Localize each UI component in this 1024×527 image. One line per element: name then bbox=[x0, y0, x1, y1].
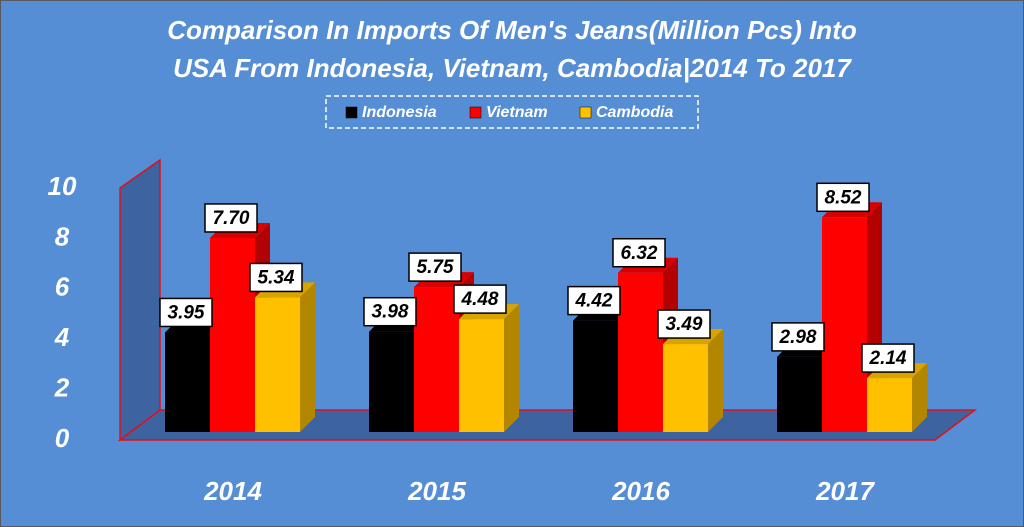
bar-side bbox=[300, 282, 315, 432]
y-tick-label: 2 bbox=[54, 372, 70, 402]
y-tick-label: 0 bbox=[55, 423, 70, 453]
value-label-box bbox=[657, 309, 711, 339]
value-label: 6.32 bbox=[621, 243, 658, 264]
y-tick-label: 8 bbox=[55, 221, 70, 251]
legend-label: Cambodia bbox=[596, 104, 673, 121]
y-tick-label: 10 bbox=[48, 171, 77, 201]
bar bbox=[210, 237, 255, 432]
value-label-box bbox=[567, 285, 621, 316]
bar bbox=[459, 319, 504, 432]
legend-box bbox=[325, 95, 699, 129]
bar bbox=[867, 378, 912, 432]
value-label-box bbox=[249, 262, 303, 293]
x-tick-label: 2015 bbox=[407, 476, 466, 506]
value-label: 3.98 bbox=[372, 302, 409, 323]
bar bbox=[663, 344, 708, 432]
y-tick-label: 6 bbox=[55, 272, 70, 302]
value-label: 5.34 bbox=[258, 267, 295, 288]
bar-side bbox=[912, 363, 927, 432]
legend-label: Vietnam bbox=[486, 104, 548, 121]
bar bbox=[777, 356, 822, 432]
value-label-box bbox=[816, 182, 870, 213]
value-label-box bbox=[159, 297, 213, 328]
y-tick-label: 4 bbox=[54, 322, 70, 352]
bar-side bbox=[708, 329, 723, 432]
bar bbox=[618, 272, 663, 432]
value-label-box bbox=[453, 284, 507, 314]
back-wall bbox=[119, 158, 161, 442]
legend-swatch bbox=[469, 106, 482, 119]
value-label: 8.52 bbox=[825, 187, 862, 208]
legend-swatch bbox=[345, 106, 358, 119]
value-label-box bbox=[861, 343, 915, 373]
value-label: 2.14 bbox=[869, 348, 907, 369]
legend-swatch bbox=[579, 106, 592, 119]
bar bbox=[369, 331, 414, 432]
value-label-box bbox=[612, 237, 666, 268]
value-label: 3.95 bbox=[168, 302, 205, 323]
bar bbox=[255, 297, 300, 432]
value-label-box bbox=[363, 296, 417, 327]
floor bbox=[117, 409, 978, 441]
x-tick-label: 2016 bbox=[611, 476, 670, 506]
value-label-box bbox=[771, 322, 825, 352]
value-label: 5.75 bbox=[417, 257, 454, 278]
value-label-box bbox=[408, 252, 462, 282]
legend-label: Indonesia bbox=[362, 104, 437, 121]
value-label-box bbox=[204, 203, 258, 233]
chart-title: Comparison In Imports Of Men's Jeans(Mil… bbox=[167, 15, 857, 45]
value-label: 7.70 bbox=[213, 208, 250, 229]
x-tick-label: 2014 bbox=[203, 476, 262, 506]
bar bbox=[165, 332, 210, 432]
bar bbox=[822, 217, 867, 432]
bar bbox=[414, 287, 459, 432]
chart-title: USA From Indonesia, Vietnam, Cambodia|20… bbox=[173, 53, 852, 83]
value-label: 3.49 bbox=[666, 314, 703, 335]
value-label: 2.98 bbox=[779, 327, 817, 348]
value-label: 4.42 bbox=[575, 291, 613, 312]
value-label: 4.48 bbox=[461, 289, 499, 310]
x-tick-label: 2017 bbox=[815, 476, 875, 506]
bar-side bbox=[504, 304, 519, 432]
bar bbox=[573, 320, 618, 432]
